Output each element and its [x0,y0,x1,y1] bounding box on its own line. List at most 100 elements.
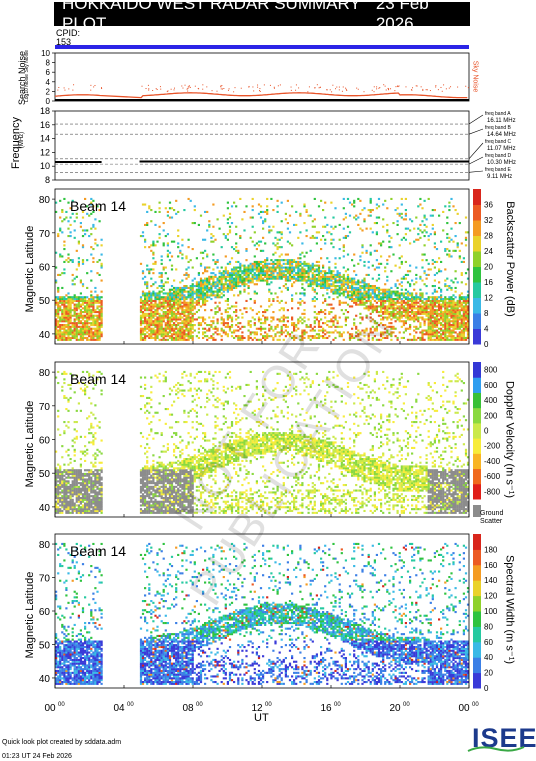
search-noise-point [187,87,189,89]
colorbar-segment [473,377,481,393]
search-noise-point [290,89,292,91]
x-tick-label: 20 [389,703,401,714]
search-noise-point [465,85,467,87]
colorbar-segment [473,611,481,627]
velocity-cbar-label: Doppler Velocity (m s⁻¹) [503,380,516,499]
search-noise-point [187,86,189,88]
freq-ytick-label: 18 [40,106,50,116]
credit-text: Quick look plot created by sddata.adm [2,739,122,746]
search-noise-point [394,90,396,92]
noise-ytick-label: 8 [46,59,51,68]
x-tick-superscript: 00 [127,702,134,708]
lat-ytick-label: 50 [39,296,51,307]
search-noise-point [318,87,320,89]
x-tick-label: 04 [113,703,125,714]
search-noise-point [220,88,222,90]
colorbar-tick-label: 200 [484,411,498,420]
search-noise-point [388,89,390,91]
search-noise-point [68,88,70,90]
search-noise-point [184,84,186,86]
search-noise-point [233,91,235,93]
colorbar-segment [473,672,481,689]
search-noise-point [194,85,196,87]
freq-band-value: 11.07 MHz [487,146,516,152]
velocity-panel: 40 50 60 70 80 Beam 14 -800 -600 -400 -200 0 200 400… [39,361,501,518]
colorbar-segment [473,468,481,485]
velocity-ylabel: Magnetic Latitude [24,400,36,488]
x-tick-superscript: 00 [472,702,479,708]
colorbar-tick-label: 180 [484,545,498,554]
lat-ytick-label: 80 [39,540,51,551]
lat-ytick-label: 70 [39,402,51,413]
search-noise-point [170,88,172,90]
power-cbar-label: Backscatter Power (dB) [504,201,516,317]
search-noise-point [145,88,147,90]
search-noise-point [314,87,316,89]
lat-ytick-label: 60 [39,263,51,274]
search-noise-point [308,86,310,88]
colorbar-tick-label: 140 [484,576,498,585]
ground-scatter-label: Ground Scatter [480,510,504,525]
search-noise-point [259,88,261,90]
search-noise-point [156,89,158,91]
sky-noise-label: Sky Noise [471,60,479,93]
search-noise-point [269,84,271,86]
search-noise-point [412,87,414,89]
search-noise-point [166,91,168,93]
x-tick-superscript: 00 [403,702,410,708]
colorbar-segment [473,422,481,439]
colorbar-segment [473,580,481,597]
search-noise-point [227,89,229,91]
search-noise-point [221,85,223,87]
search-noise-point [426,89,428,91]
search-noise-point [222,88,224,90]
ground-scatter-swatch [473,505,481,517]
lat-ytick-label: 70 [39,574,51,585]
colorbar-tick-label: 0 [484,684,489,693]
search-noise-point [223,87,225,89]
colorbar-tick-label: 600 [484,381,498,390]
cpid-value: 153 [56,37,72,47]
beam-label: Beam 14 [70,371,126,387]
search-noise-point [240,87,242,89]
x-tick-superscript: 00 [265,702,272,708]
search-noise-point [295,89,297,91]
search-noise-point [341,90,343,92]
colorbar-tick-label: 60 [484,638,493,647]
freq-band-leader [468,114,484,125]
search-noise-point [259,90,261,92]
noise-ytick-label: 6 [46,68,51,77]
colorbar-tick-label: 0 [484,340,489,349]
search-noise-point [379,87,381,89]
search-noise-point [397,86,399,88]
time-axis: 00 00 04 00 08 00 12 00 16 00 20 00 00 00 [44,702,479,714]
x-axis-label: UT [254,712,269,724]
colorbar-tick-label: 40 [484,653,493,662]
search-noise-point [206,86,208,88]
search-noise-point [450,86,452,88]
freq-band-leader [468,156,484,165]
x-tick-superscript: 00 [196,702,203,708]
colorbar-tick-label: 400 [484,396,498,405]
colorbar-segment [473,328,481,345]
search-noise-point [388,88,390,90]
search-noise-point [197,87,199,89]
colorbar-tick-label: 80 [484,622,493,631]
search-noise-point [329,89,331,91]
search-noise-point [248,85,250,87]
lat-ytick-label: 40 [39,674,51,685]
colorbar-tick-label: 4 [484,325,489,334]
search-noise-point [410,89,412,91]
lat-ytick-label: 80 [39,195,51,206]
noise-ylabel-sub: Log10 Noise Sky Noise [24,50,30,102]
colorbar-tick-label: 100 [484,607,498,616]
search-noise-point [435,86,437,88]
search-noise-point [253,90,255,92]
search-noise-point [373,86,375,88]
colorbar-segment [473,453,481,470]
search-noise-point [101,88,103,90]
noise-ytick-label: 10 [41,49,50,58]
freq-ytick-label: 14 [40,134,50,144]
search-noise-point [422,89,424,91]
